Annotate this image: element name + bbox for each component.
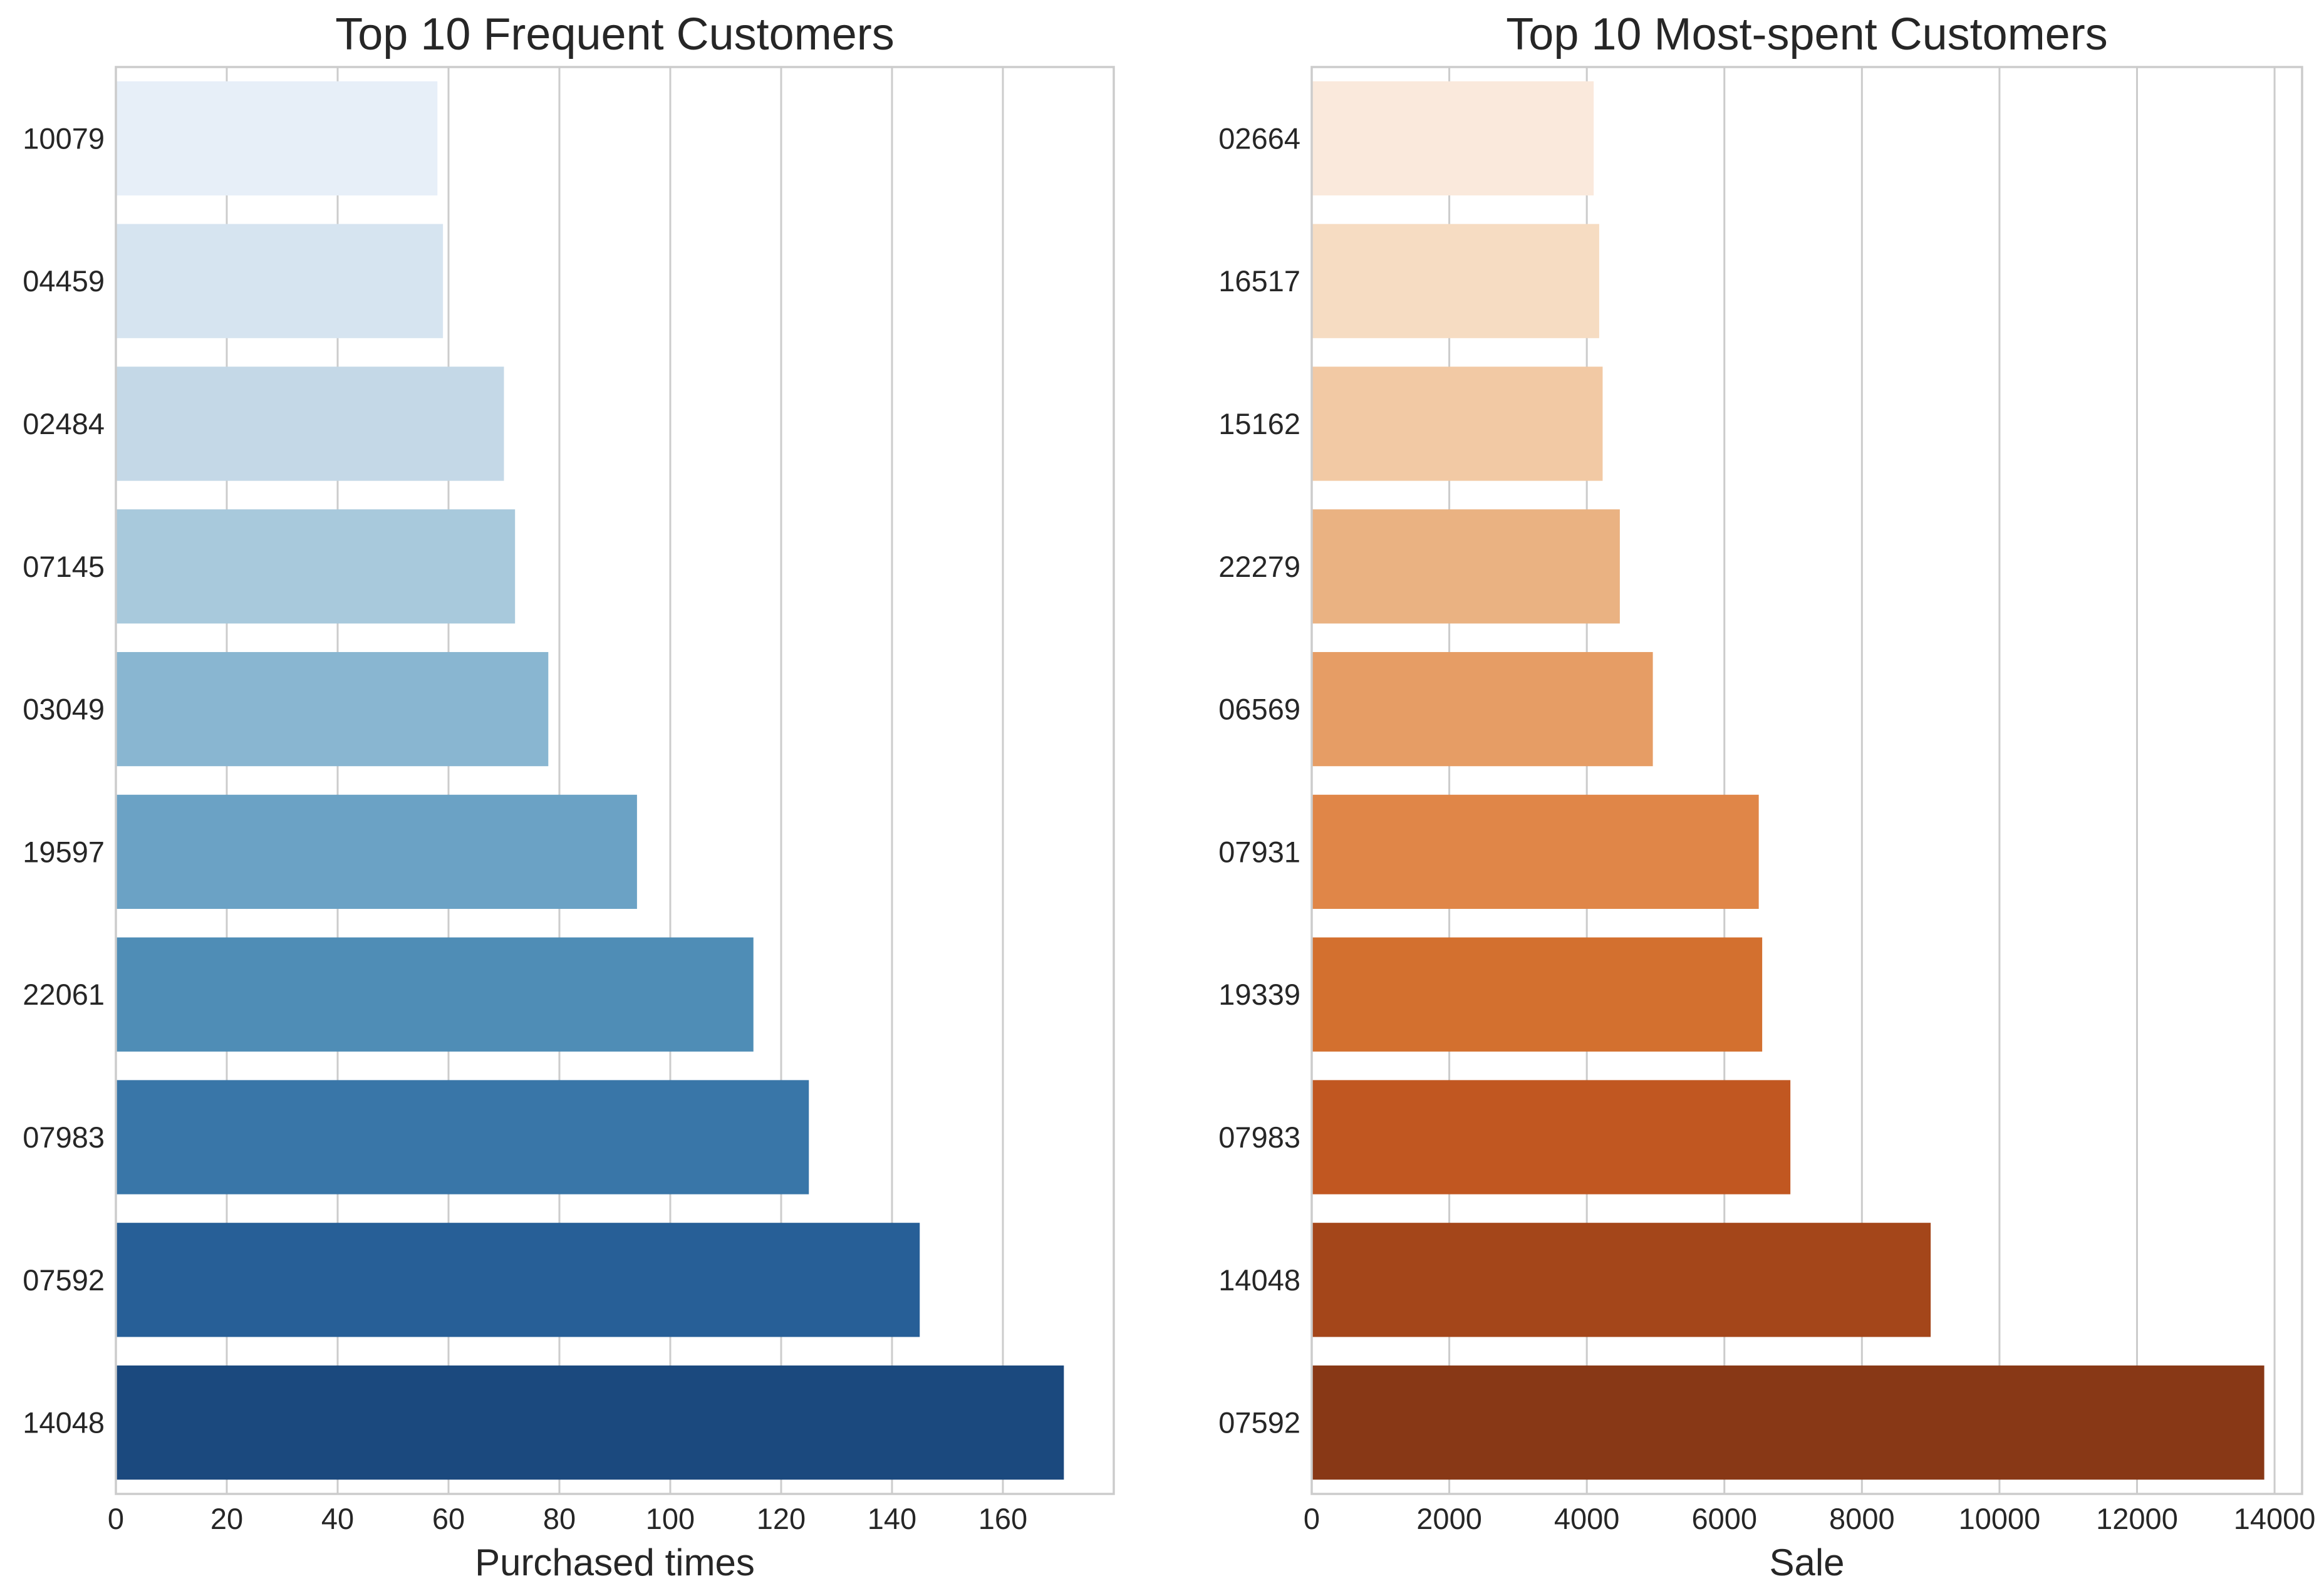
bar-16517: [1312, 224, 1599, 338]
y-tick-label: 03049: [23, 693, 105, 726]
bar-06569: [1312, 651, 1653, 767]
x-tick-label: 40: [321, 1502, 354, 1535]
x-tick-label: 160: [978, 1502, 1027, 1535]
y-tick-label: 14048: [23, 1406, 105, 1439]
plot-frame: [115, 66, 1115, 1495]
x-tick-label: 0: [1304, 1502, 1320, 1535]
bar-07145: [116, 509, 516, 624]
y-tick-label: 07931: [1218, 835, 1300, 868]
chart-panel-1: 10079 04459 02484 07145 03049 19597 22061 07983…: [23, 9, 1115, 1583]
y-tick-label: 07592: [1218, 1406, 1300, 1439]
y-tick-label: 16517: [1218, 264, 1300, 298]
bar-14048: [1312, 1223, 1931, 1337]
x-tick-label: 120: [757, 1502, 806, 1535]
x-tick-label: 10000: [1959, 1502, 2041, 1535]
y-tick-label: 22279: [1218, 550, 1300, 583]
y-tick-label: 14048: [1218, 1263, 1300, 1297]
chart-panel-2: 02664 16517 15162 22279 06569 07931 19339 07983…: [1218, 9, 2315, 1583]
bar-07592: [116, 1223, 920, 1337]
x-tick-label: 2000: [1416, 1502, 1482, 1535]
x-tick-label: 4000: [1554, 1502, 1620, 1535]
bar-03049: [116, 651, 549, 767]
x-tick-label: 140: [868, 1502, 916, 1535]
y-tick-label: 07983: [23, 1121, 105, 1154]
x-tick-label: 0: [108, 1502, 124, 1535]
x-tick-label: 8000: [1829, 1502, 1895, 1535]
y-tick-label: 19597: [23, 835, 105, 868]
chart-title: Top 10 Frequent Customers: [335, 9, 894, 60]
x-tick-label: 14000: [2234, 1502, 2316, 1535]
chart-title: Top 10 Most-spent Customers: [1506, 9, 2107, 60]
bar-02484: [116, 366, 504, 481]
bar-15162: [1312, 366, 1603, 481]
x-axis-label: Sale: [1769, 1542, 1844, 1583]
bar-07592: [1312, 1365, 2264, 1480]
x-tick-label: 20: [210, 1502, 243, 1535]
y-tick-label: 02484: [23, 407, 105, 440]
bar-07983: [1312, 1080, 1791, 1195]
bar-19339: [1312, 937, 1763, 1052]
x-axis-label: Purchased times: [475, 1542, 755, 1583]
bar-19597: [116, 794, 637, 910]
y-tick-label: 19339: [1218, 978, 1300, 1011]
y-tick-label: 10079: [23, 122, 105, 155]
x-tick-label: 100: [646, 1502, 695, 1535]
x-tick-label: 80: [543, 1502, 576, 1535]
y-tick-label: 22061: [23, 978, 105, 1011]
y-tick-label: 06569: [1218, 693, 1300, 726]
y-tick-label: 02664: [1218, 122, 1300, 155]
y-tick-label: 15162: [1218, 407, 1300, 440]
bar-02664: [1312, 81, 1594, 196]
bar-07983: [116, 1080, 809, 1195]
bar-10079: [116, 81, 438, 196]
bar-07931: [1312, 794, 1759, 910]
bar-04459: [116, 224, 444, 338]
x-tick-label: 6000: [1691, 1502, 1757, 1535]
plot-frame: [1310, 66, 2303, 1495]
x-tick-label: 60: [432, 1502, 465, 1535]
bar-14048: [116, 1365, 1064, 1480]
y-tick-label: 07983: [1218, 1121, 1300, 1154]
y-tick-label: 04459: [23, 264, 105, 298]
y-tick-label: 07145: [23, 550, 105, 583]
y-tick-label: 07592: [23, 1263, 105, 1297]
bar-22061: [116, 937, 754, 1052]
x-tick-label: 12000: [2096, 1502, 2178, 1535]
bar-22279: [1312, 509, 1620, 624]
